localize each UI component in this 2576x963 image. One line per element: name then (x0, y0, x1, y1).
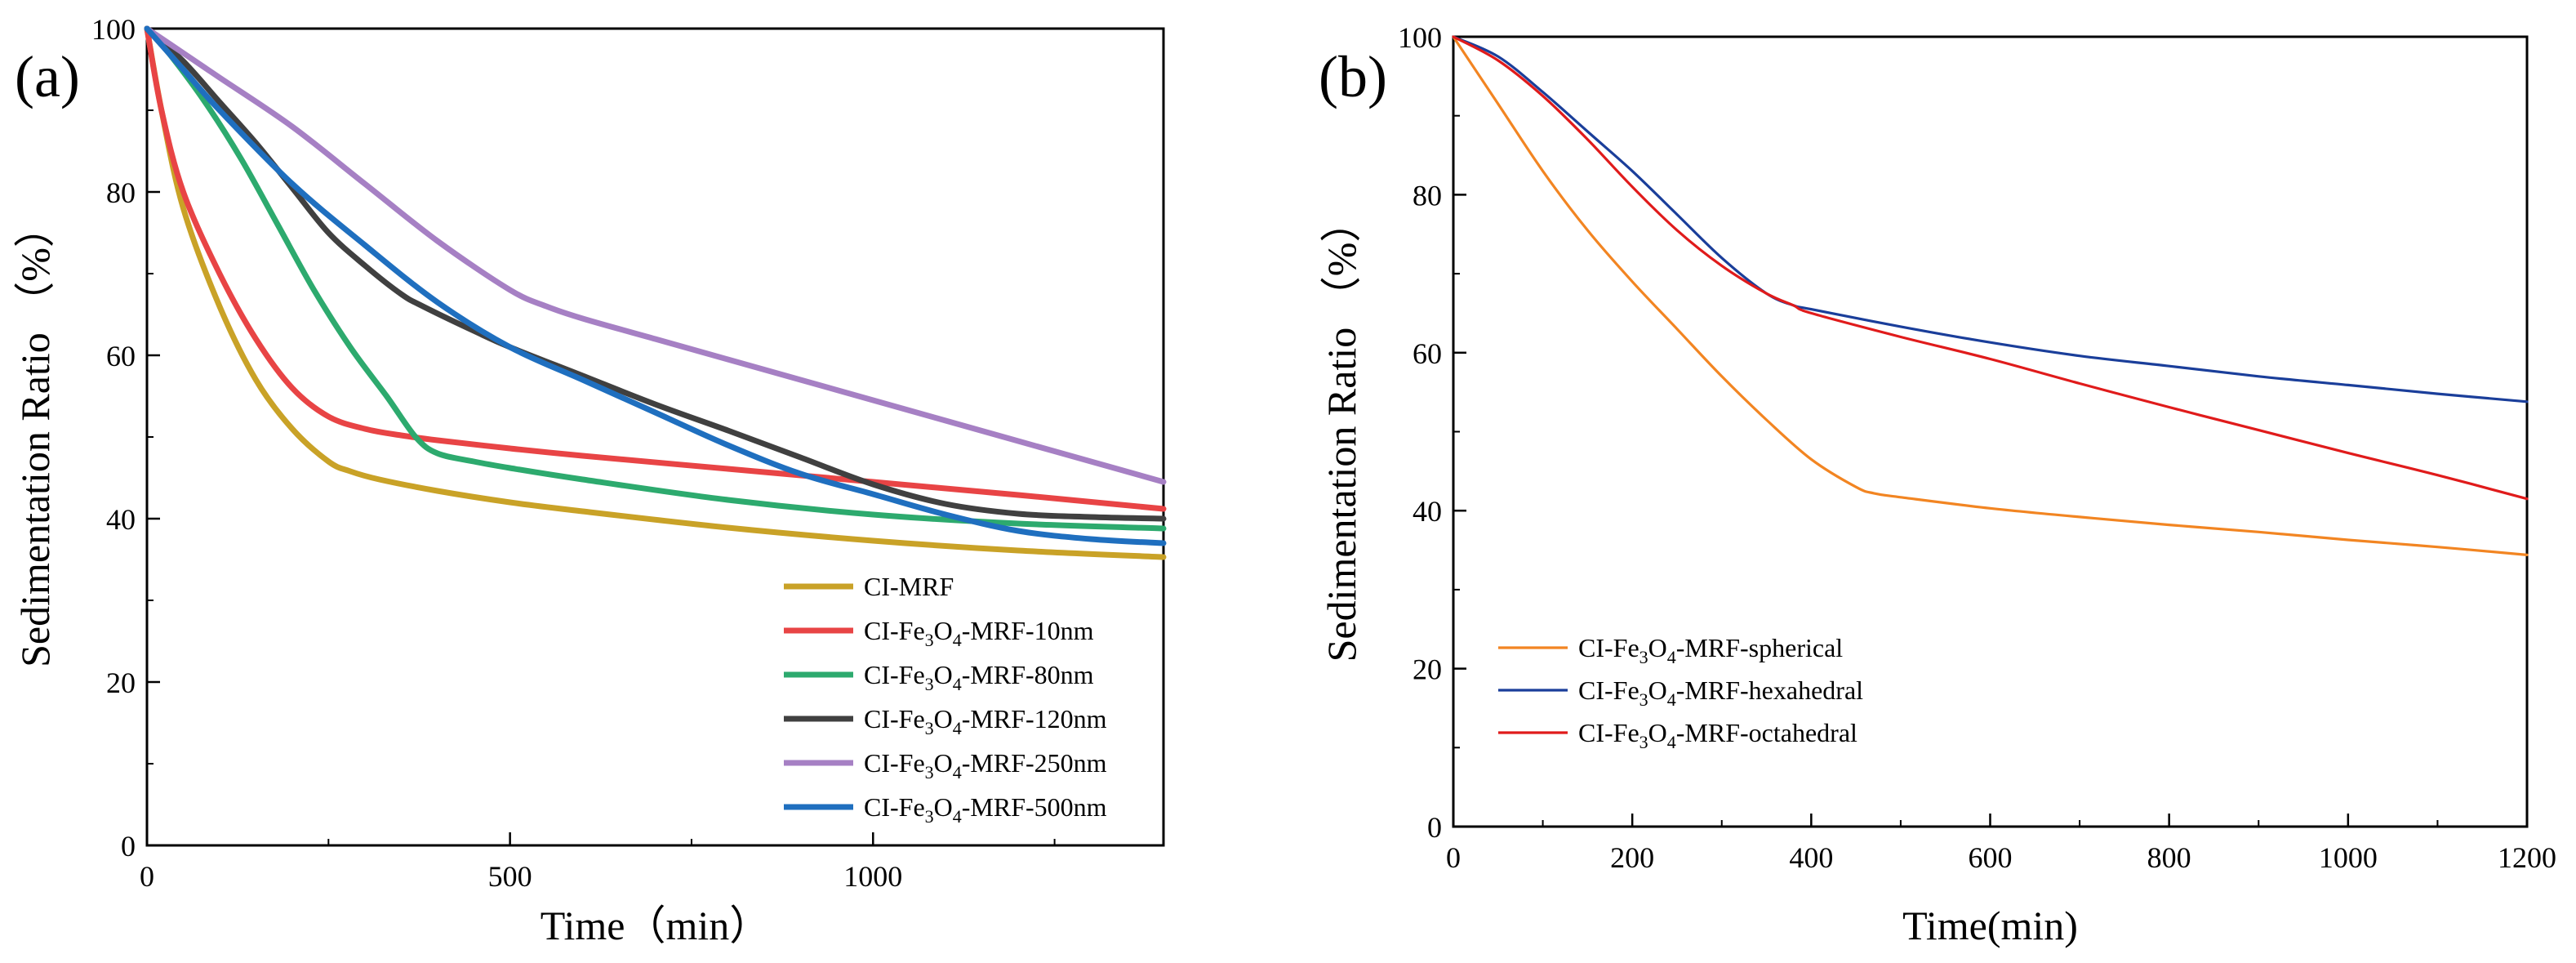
x-tick-label: 800 (2147, 841, 2191, 874)
y-tick-label: 100 (1398, 21, 1442, 54)
x-axis-label: Time(min) (1902, 903, 2078, 948)
chart-panel-b: 0 200 400 600 800 1000 1200 0 20 40 60 80 100 Time(mi… (1319, 21, 2556, 948)
series-line-ci-fe3o4-mrf-80nm (144, 25, 1167, 532)
y-tick-label: 100 (91, 13, 136, 46)
legend-text: -MRF-octahedral (1676, 718, 1857, 747)
legend-entry: CI-Fe3O4-MRF-10nm (864, 616, 1094, 650)
legend-subscript: 4 (1667, 647, 1676, 667)
legend-text: CI-Fe (1578, 633, 1639, 662)
legend-subscript: 3 (925, 718, 934, 738)
series-line-ci-fe3o4-mrf-hexahedral (1452, 35, 2529, 403)
y-tick-label: 80 (1413, 179, 1442, 212)
legend-text: -MRF-120nm (962, 704, 1107, 733)
y-tick-label: 60 (1413, 337, 1442, 370)
legend-subscript: 4 (1667, 689, 1676, 710)
legend-entry: CI-Fe3O4-MRF-spherical (1578, 633, 1843, 667)
x-tick-label: 0 (1446, 841, 1461, 874)
y-tick-label: 0 (1427, 811, 1442, 844)
series-line-ci-fe3o4-mrf-500nm (144, 25, 1167, 546)
legend-subscript: 4 (1667, 732, 1676, 752)
legend-entry: CI-Fe3O4-MRF-80nm (864, 660, 1094, 694)
legend-text: CI-MRF (864, 572, 954, 601)
series-line-ci-fe3o4-mrf-120nm (144, 25, 1167, 522)
legend-text: O (934, 792, 953, 822)
legend-subscript: 4 (953, 718, 962, 738)
legend-subscript: 3 (925, 762, 934, 782)
legend-text: CI-Fe (864, 748, 925, 778)
legend-text: O (934, 660, 953, 689)
x-tick-label: 400 (1789, 841, 1833, 874)
series-line-ci-fe3o4-mrf-250nm (144, 25, 1167, 485)
legend-subscript: 3 (925, 806, 934, 827)
legend-text: O (934, 704, 953, 733)
legend-text: O (1648, 675, 1667, 705)
legend-subscript: 4 (953, 762, 962, 782)
legend-text: CI-Fe (864, 616, 925, 645)
legend-text: O (1648, 718, 1667, 747)
legend-entry: CI-Fe3O4-MRF-octahedral (1578, 718, 1857, 752)
legend-text: O (934, 748, 953, 778)
x-tick-label: 1000 (2319, 841, 2378, 874)
legend-text: -MRF-250nm (962, 748, 1107, 778)
series-line-ci-fe3o4-mrf-octahedral (1452, 35, 2529, 501)
legend-subscript: 3 (1639, 647, 1648, 667)
series-line-ci-fe3o4-mrf-spherical (1452, 35, 2529, 556)
legend-subscript: 4 (953, 630, 962, 650)
legend-text: CI-Fe (1578, 675, 1639, 705)
legend-subscript: 3 (925, 630, 934, 650)
legend-text: -MRF-10nm (962, 616, 1094, 645)
x-tick-label: 1000 (843, 860, 902, 893)
legend-text: CI-Fe (864, 792, 925, 822)
y-axis-label: Sedimentation Ratio （%） (12, 207, 58, 667)
x-tick-label: 500 (488, 860, 532, 893)
legend-text: -MRF-500nm (962, 792, 1107, 822)
panel-label: (b) (1319, 44, 1387, 109)
legend-subscript: 3 (1639, 689, 1648, 710)
legend-text: O (1648, 633, 1667, 662)
legend-text: CI-Fe (864, 660, 925, 689)
legend-text: O (934, 616, 953, 645)
x-axis-label: Time（min） (541, 903, 771, 948)
x-tick-label: 1200 (2498, 841, 2556, 874)
y-tick-label: 80 (106, 176, 136, 209)
legend-text: -MRF-80nm (962, 660, 1094, 689)
y-tick-label: 40 (1413, 495, 1442, 528)
legend-entry: CI-Fe3O4-MRF-120nm (864, 704, 1107, 738)
legend-entry: CI-Fe3O4-MRF-250nm (864, 748, 1107, 782)
legend-subscript: 4 (953, 806, 962, 827)
x-tick-label: 0 (140, 860, 154, 893)
legend-text: CI-Fe (864, 704, 925, 733)
legend-entry: CI-MRF (864, 572, 954, 601)
y-tick-label: 0 (121, 830, 136, 863)
legend-text: CI-Fe (1578, 718, 1639, 747)
legend-subscript: 3 (925, 674, 934, 694)
y-tick-label: 40 (106, 503, 136, 536)
y-tick-label: 20 (1413, 653, 1442, 686)
legend-subscript: 3 (1639, 732, 1648, 752)
x-tick-label: 200 (1610, 841, 1654, 874)
chart-panel-a: 0 500 1000 0 20 40 60 80 100 Time（min） Sedimentati… (12, 13, 1167, 948)
legend-entry: CI-Fe3O4-MRF-hexahedral (1578, 675, 1863, 710)
y-axis-label: Sedimentation Ratio （%） (1319, 202, 1364, 662)
legend-subscript: 4 (953, 674, 962, 694)
y-tick-label: 60 (106, 340, 136, 372)
legend-text: -MRF-hexahedral (1676, 675, 1863, 705)
legend-text: -MRF-spherical (1676, 633, 1844, 662)
y-tick-label: 20 (106, 667, 136, 699)
legend-entry: CI-Fe3O4-MRF-500nm (864, 792, 1107, 827)
panel-label: (a) (15, 44, 80, 109)
x-tick-label: 600 (1969, 841, 2013, 874)
series-line-ci-mrf (144, 25, 1167, 560)
